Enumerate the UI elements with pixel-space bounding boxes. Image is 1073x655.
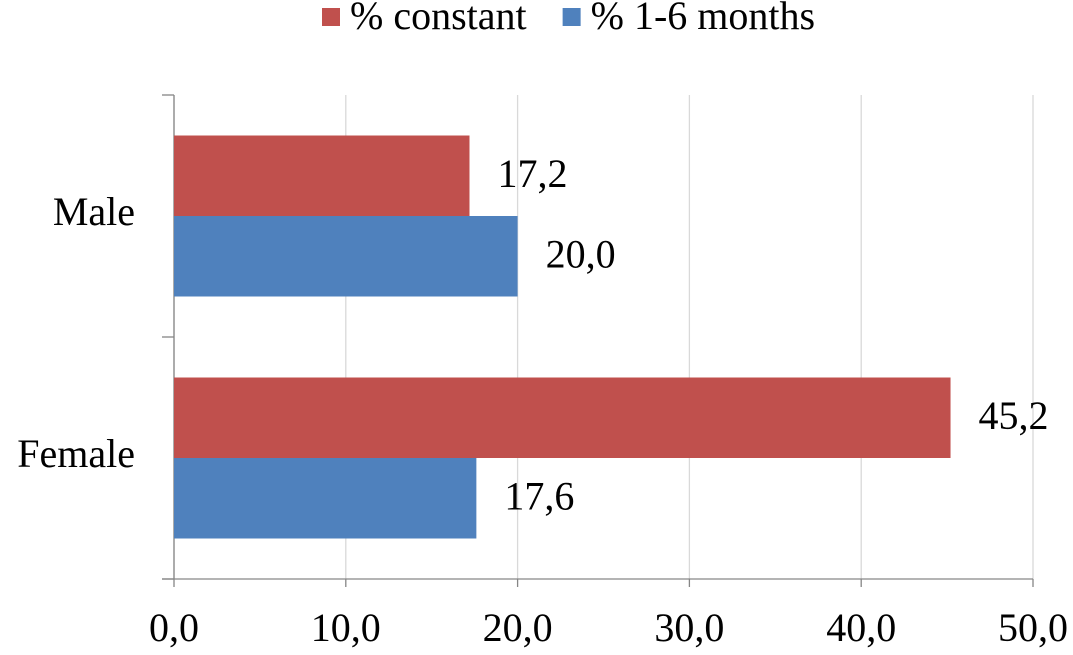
legend-label: % constant (350, 0, 527, 38)
bar (174, 216, 518, 297)
data-label: 17,6 (504, 473, 574, 518)
data-label: 45,2 (979, 393, 1049, 438)
x-tick-label: 50,0 (998, 605, 1068, 650)
bar (174, 377, 951, 458)
x-tick-label: 10,0 (311, 605, 381, 650)
legend-swatch (562, 8, 581, 26)
x-tick-label: 20,0 (483, 605, 553, 650)
y-tick-label: Male (53, 189, 135, 234)
x-tick-label: 30,0 (654, 605, 724, 650)
bar (174, 135, 470, 216)
x-tick-label: 40,0 (826, 605, 896, 650)
data-label: 20,0 (546, 231, 616, 276)
bar (174, 458, 477, 539)
legend-swatch (322, 8, 340, 26)
y-tick-label: Female (17, 431, 135, 476)
x-tick-label: 0,0 (149, 605, 199, 650)
data-label: 17,2 (497, 151, 567, 196)
legend-label: % 1-6 months (591, 0, 815, 38)
